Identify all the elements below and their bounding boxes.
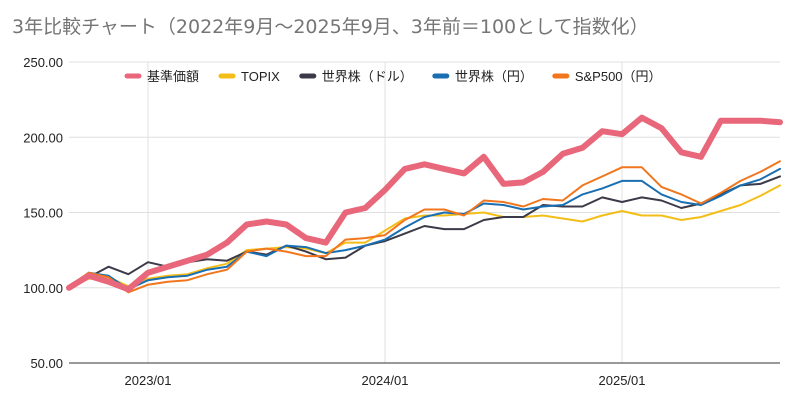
series-layer: [66, 114, 783, 294]
y-tick-label: 50.00: [30, 356, 63, 371]
x-tick-label: 2025/01: [599, 373, 646, 388]
legend-label: 基準価額: [147, 69, 199, 84]
legend-label: TOPIX: [241, 69, 280, 84]
x-tick-label: 2024/01: [362, 373, 409, 388]
axis-layer: 50.00 100.00 150.00 200.00 250.00 2023/01 2024…: [23, 55, 780, 388]
chart-title: 3年比較チャート（2022年9月～2025年9月、3年前＝100として指数化）: [12, 16, 649, 38]
series-line-2: [68, 184, 781, 289]
y-tick-label: 150.00: [23, 206, 63, 221]
series-line-3: [68, 175, 781, 288]
y-tick-label: 250.00: [23, 55, 63, 70]
grid-layer: [69, 61, 780, 363]
legend-item-2: TOPIX: [218, 69, 280, 84]
legend-label: S&P500（円）: [575, 69, 662, 84]
x-tick-label: 2023/01: [125, 373, 172, 388]
legend-item-1: 基準価額: [124, 69, 199, 84]
legend-item-4: 世界株（円）: [432, 69, 533, 84]
legend-item-5: S&P500（円）: [552, 69, 662, 84]
y-tick-label: 200.00: [23, 130, 63, 145]
legend-label: 世界株（ドル）: [322, 69, 413, 84]
series-line-5: [68, 160, 781, 294]
series-line-4: [68, 167, 781, 291]
legend-label: 世界株（円）: [455, 69, 533, 84]
legend: 基準価額 TOPIX 世界株（ドル） 世界株（円） S&P500（円）: [124, 69, 662, 84]
series-line-1: [66, 114, 783, 293]
y-tick-label: 100.00: [23, 281, 63, 296]
legend-item-3: 世界株（ドル）: [299, 69, 413, 84]
